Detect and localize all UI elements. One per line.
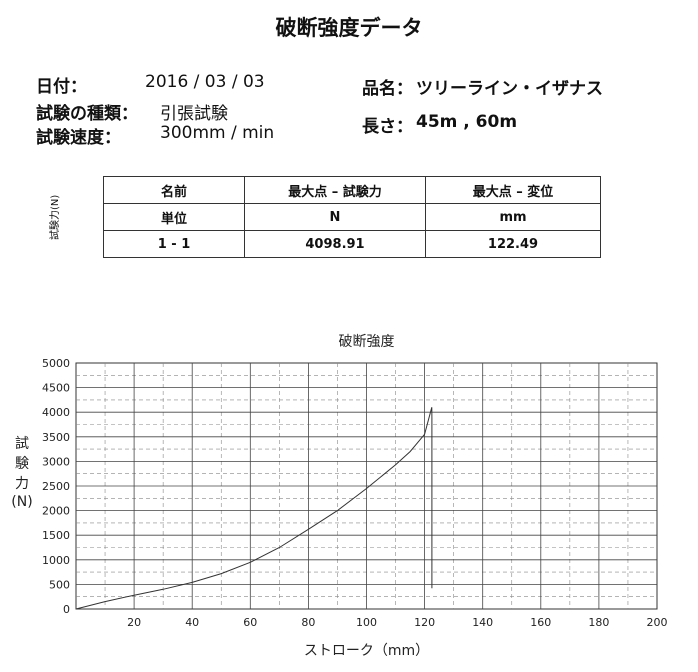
y-axis-label-char: 試 bbox=[15, 436, 29, 452]
date-value: 2016 / 03 / 03 bbox=[145, 72, 265, 92]
x-tick-label: 200 bbox=[647, 616, 668, 629]
table-header-row: 名前 最大点 – 試験力 最大点 – 変位 bbox=[103, 176, 601, 204]
product-value: ツリーライン・イザナス bbox=[416, 79, 603, 99]
y-axis-label-char: 力 bbox=[15, 476, 29, 492]
x-axis-label: ストローク（mm） bbox=[304, 643, 429, 659]
y-tick-label: 4500 bbox=[42, 382, 70, 395]
y-tick-label: 2500 bbox=[42, 480, 70, 493]
table-row: 1 - 1 4098.91 122.49 bbox=[103, 230, 601, 258]
table-cell: 4098.91 bbox=[244, 230, 426, 258]
page-title: 破断強度データ bbox=[275, 16, 423, 40]
table-cell: 122.49 bbox=[425, 230, 601, 258]
table-cell: 1 - 1 bbox=[103, 230, 245, 258]
y-tick-label: 3500 bbox=[42, 431, 70, 444]
table-header-cell: 名前 bbox=[103, 176, 245, 204]
y-tick-label: 3000 bbox=[42, 455, 70, 468]
y-tick-label: 4000 bbox=[42, 406, 70, 419]
x-tick-label: 140 bbox=[472, 616, 493, 629]
table-unit-row: 単位 N mm bbox=[103, 203, 601, 231]
x-tick-label: 60 bbox=[243, 616, 257, 629]
x-tick-label: 40 bbox=[185, 616, 199, 629]
length-value: 45m , 60m bbox=[416, 112, 518, 132]
test-type-label: 試験の種類： bbox=[36, 104, 138, 124]
speed-label: 試験速度： bbox=[36, 128, 121, 148]
series-line bbox=[75, 407, 433, 610]
product-label: 品名： bbox=[362, 79, 413, 99]
y-tick-label: 0 bbox=[63, 603, 70, 616]
table-unit-cell: N bbox=[244, 203, 426, 231]
y-tick-label: 1500 bbox=[42, 529, 70, 542]
y-tick-label: 5000 bbox=[42, 357, 70, 370]
speed-value: 300mm / min bbox=[160, 123, 275, 143]
y-axis-label-char: (N) bbox=[11, 494, 32, 510]
x-tick-label: 120 bbox=[414, 616, 435, 629]
test-type-value: 引張試験 bbox=[160, 104, 228, 124]
y-tick-label: 2000 bbox=[42, 505, 70, 518]
x-tick-label: 20 bbox=[127, 616, 141, 629]
x-tick-label: 100 bbox=[356, 616, 377, 629]
date-label: 日付： bbox=[36, 77, 87, 97]
y-tick-label: 500 bbox=[49, 578, 70, 591]
chart-title: 破断強度 bbox=[339, 334, 395, 350]
table-unit-cell: 単位 bbox=[103, 203, 245, 231]
x-tick-label: 180 bbox=[588, 616, 609, 629]
length-label: 長さ： bbox=[362, 117, 413, 137]
x-tick-label: 160 bbox=[530, 616, 551, 629]
y-axis-label-char: 験 bbox=[15, 456, 29, 472]
result-table: 名前 最大点 – 試験力 最大点 – 変位 単位 N mm 1 - 1 4098… bbox=[103, 176, 601, 258]
y-tick-label: 1000 bbox=[42, 554, 70, 567]
x-tick-label: 80 bbox=[301, 616, 315, 629]
